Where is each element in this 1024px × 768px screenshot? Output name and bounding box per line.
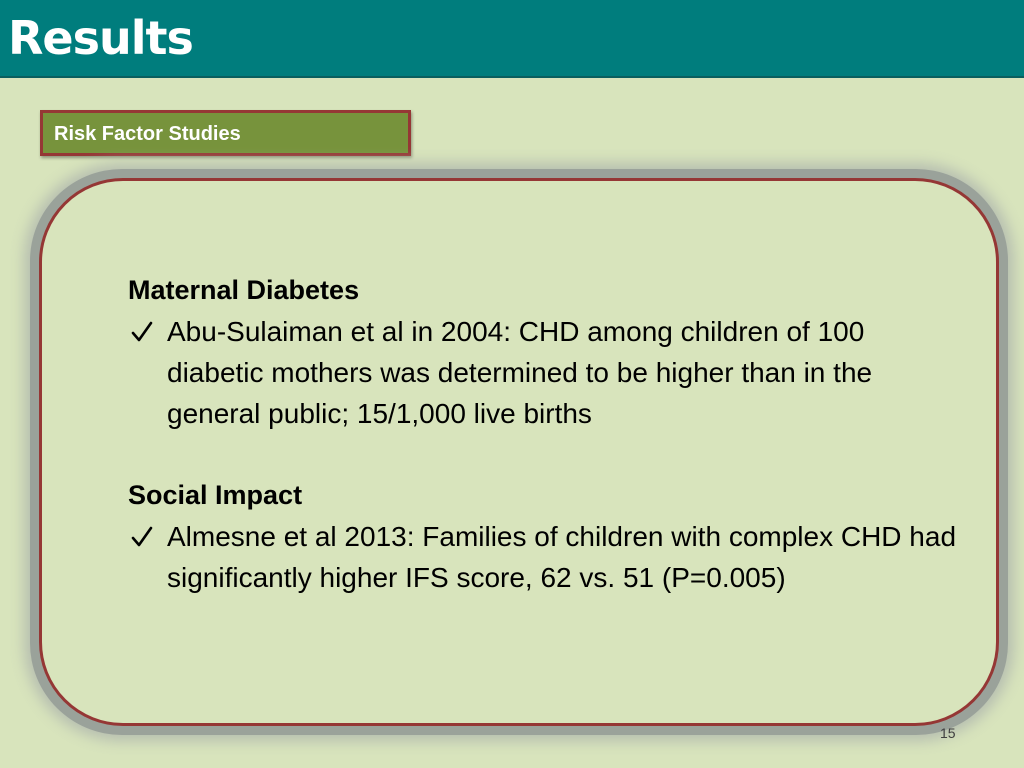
bullet-item: Almesne et al 2013: Families of children… bbox=[128, 516, 958, 598]
checkmark-icon bbox=[131, 321, 153, 342]
page-number: 15 bbox=[940, 725, 956, 741]
bullet-text: Almesne et al 2013: Families of children… bbox=[167, 521, 957, 593]
checkmark-icon bbox=[131, 526, 153, 547]
spacer bbox=[128, 434, 958, 475]
maternal-diabetes-block: Maternal Diabetes Abu-Sulaiman et al in … bbox=[128, 270, 958, 434]
title-bar: Results bbox=[0, 0, 1024, 78]
slide-title: Results bbox=[8, 11, 194, 65]
bullet-text: Abu-Sulaiman et al in 2004: CHD among ch… bbox=[167, 316, 873, 429]
section-tag: Risk Factor Studies bbox=[40, 110, 411, 156]
block-heading: Social Impact bbox=[128, 480, 303, 510]
section-tag-label: Risk Factor Studies bbox=[54, 123, 241, 145]
block-heading: Maternal Diabetes bbox=[128, 275, 360, 305]
content-body: Maternal Diabetes Abu-Sulaiman et al in … bbox=[128, 270, 958, 598]
social-impact-block: Social Impact Almesne et al 2013: Famili… bbox=[128, 475, 958, 598]
bullet-item: Abu-Sulaiman et al in 2004: CHD among ch… bbox=[128, 311, 958, 434]
content-panel bbox=[39, 178, 999, 726]
